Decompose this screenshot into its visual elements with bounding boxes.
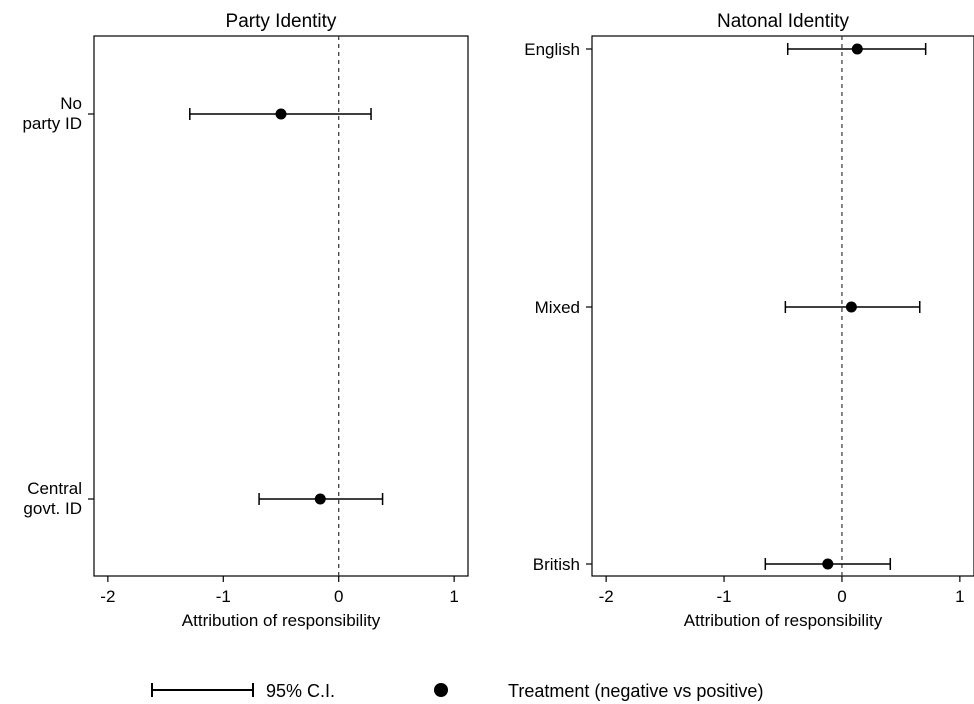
x-tick-label: -2: [100, 587, 115, 606]
panel-national-identity: Natonal Identity -2 -1 0 1 Attribution of res…: [524, 11, 974, 630]
x-tick-label: -1: [216, 587, 231, 606]
point-estimate-british: [822, 558, 834, 570]
x-tick-label: -1: [716, 587, 731, 606]
x-axis-label: Attribution of responsibility: [684, 611, 883, 630]
y-label-no-party-id-line1: No: [60, 94, 82, 113]
point-estimate-no-party-id: [275, 108, 287, 120]
y-label-british: British: [533, 555, 580, 574]
legend-ci-label: 95% C.I.: [266, 681, 335, 701]
y-label-central-govt-id-line1: Central: [27, 479, 82, 498]
point-estimate-english: [851, 43, 863, 55]
point-estimate-central-govt-id: [314, 493, 326, 505]
panel-party-identity: Party Identity -2 -1 0 1 Attribution of respo…: [22, 11, 469, 630]
y-label-no-party-id-line2: party ID: [22, 114, 82, 133]
x-axis-label: Attribution of responsibility: [182, 611, 381, 630]
legend: 95% C.I. Treatment (negative vs positive…: [151, 681, 763, 701]
y-label-english: English: [524, 40, 580, 59]
legend-point-marker: [434, 683, 448, 697]
x-tick-label: 1: [449, 587, 458, 606]
panel-title: Party Identity: [226, 11, 337, 32]
y-label-mixed: Mixed: [535, 298, 580, 317]
point-estimate-mixed: [845, 301, 857, 313]
x-tick-label: 0: [334, 587, 343, 606]
x-tick-label: -2: [599, 587, 614, 606]
legend-point-label: Treatment (negative vs positive): [508, 681, 763, 701]
plot-frame: [93, 35, 469, 577]
x-tick-label: 1: [955, 587, 964, 606]
panel-title: Natonal Identity: [717, 11, 850, 32]
x-tick-label: 0: [837, 587, 846, 606]
y-label-central-govt-id-line2: govt. ID: [23, 499, 82, 518]
plot-frame: [591, 35, 974, 577]
